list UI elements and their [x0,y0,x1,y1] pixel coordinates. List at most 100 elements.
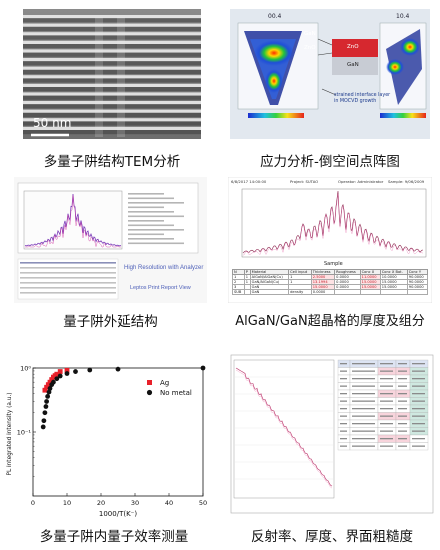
tem-bright-band [23,118,201,122]
xrr-table-text [352,415,375,417]
data-point-no-metal [200,365,206,371]
xrr-table-text [398,400,407,402]
superlattice-report-image: 6/8/2017 14:00:00 Project: SUTAO Operato… [228,177,432,303]
xrr-table-text [412,393,425,395]
tem-dark-band [23,95,201,100]
report-table-row [20,292,116,294]
tem-bright-band [23,109,201,113]
rsm-layer-zno: ZnO [304,45,316,51]
data-point-no-metal [54,376,60,382]
xrr-table-text [412,370,425,372]
tem-bright-band [23,58,201,62]
legend-swatch-no-metal [146,389,153,396]
caption-xrr: 反射率、厚度、界面粗糙度 [251,529,413,545]
rsm-inset-bottom: GaN [347,62,359,68]
legend-label-ag: Ag [160,379,169,387]
tem-dark-band [23,18,201,23]
tem-bright-band [23,126,201,130]
xrr-table-text [340,363,347,365]
report-text-line [128,197,174,200]
tem-micrograph [23,9,201,139]
tem-dark-band [23,52,201,57]
scale-bar-label: 50 nm [33,116,72,130]
report-text-line [128,215,184,218]
sl-table-cell: 0.0000 [310,289,336,295]
x-tick-label: 10 [63,499,71,507]
x-axis-label: 1000/T(K⁻) [99,510,137,518]
tem-dark-band [23,35,201,40]
data-point-no-metal [42,410,48,416]
rsm-layer-gan: GaN [304,31,316,37]
xrr-table-text [380,415,393,417]
x-tick-label: 40 [165,499,173,507]
data-point-no-metal [57,373,63,379]
xrr-table-text [398,430,407,432]
report-text-line [128,233,164,236]
xrr-table-text [412,430,425,432]
xrr-table-text [380,408,393,410]
data-point-ag [57,369,63,374]
legend-label-no-metal: No metal [160,389,192,397]
report-text-line [128,193,164,195]
sl-table-cell: AlGaN/AlGaN(Cu) [249,274,290,280]
data-point-no-metal [43,404,49,409]
xrr-table-text [412,400,425,402]
sl-table-title: Sample [324,261,343,267]
caption-tem: 多量子阱结构TEM分析 [43,154,181,170]
sl-header-mid: Project: SUTAO [290,179,319,184]
sl-table-cell [359,289,381,295]
xrr-table-text [380,378,393,380]
tem-bright-band [23,40,201,44]
xrr-table-text [352,400,375,402]
rsm-image: 00.4 10.4 GaN ZnO ZnO GaN strained inter… [230,9,430,139]
data-point-ag [47,379,53,385]
data-point-no-metal [73,369,78,374]
tem-bright-band [23,23,201,27]
tem-bright-band [23,32,201,36]
tem-bright-band [23,83,201,87]
sl-header-left: 6/8/2017 14:00:00 [231,179,267,184]
tem-dark-band [23,121,201,126]
sl-header-far: Sample: 9/06/2009 [388,179,425,184]
xrr-table-text [398,393,407,395]
data-point-no-metal [64,371,70,376]
xrr-table-text [352,430,375,432]
sl-table-row: SUB GaN density 0.0000 [232,289,429,295]
data-point-no-metal [115,366,121,372]
data-point-no-metal [51,379,56,385]
xrr-table-text [398,445,407,447]
x-tick-label: 0 [31,499,35,507]
tem-image: 50 nm [23,9,201,139]
xrr-table-text [398,438,407,440]
report-text-line [128,224,174,227]
caption-hrxrd: 量子阱外延结构 [63,314,158,330]
xrr-table-text [398,370,407,372]
sl-table-cell [379,289,408,295]
sl-table-cell [406,289,429,295]
xrr-table-text [412,385,425,387]
xrr-table-text [340,408,347,410]
xrr-table-text [380,423,393,425]
report-table-row [20,287,116,289]
tem-bright-band [23,92,201,96]
sl-table-cell: GaN [249,289,290,295]
sl-table-row: 2 1 GaN/AlGaN(Cu) 1 13.1994 0.0000 15.0000 15.0… [232,279,429,285]
tem-dark-band [23,112,201,117]
sl-table-cell: density [288,289,312,295]
xrr-table-text [380,438,393,440]
data-point-ag [49,377,55,382]
xrr-table-text [412,378,425,380]
data-point-no-metal [45,393,51,399]
hrxrd-report-image: High Resolution with Analyzer Leptos Pri… [14,177,207,303]
x-tick-label: 50 [199,499,207,507]
xrr-table-text [340,370,347,372]
report-table-row [20,282,116,284]
xrr-table-text [380,385,393,387]
report-table-row [20,272,116,274]
report-text-line [128,211,174,213]
legend: Ag No metal [146,379,192,397]
iqe-chart: 0 10 20 30 40 50 10⁰ 10⁻¹ 1000/T(K⁻) PL integra… [7,365,207,519]
report-text-line [128,220,164,222]
xrr-table-text [340,445,347,447]
xrr-table-text [412,363,425,365]
